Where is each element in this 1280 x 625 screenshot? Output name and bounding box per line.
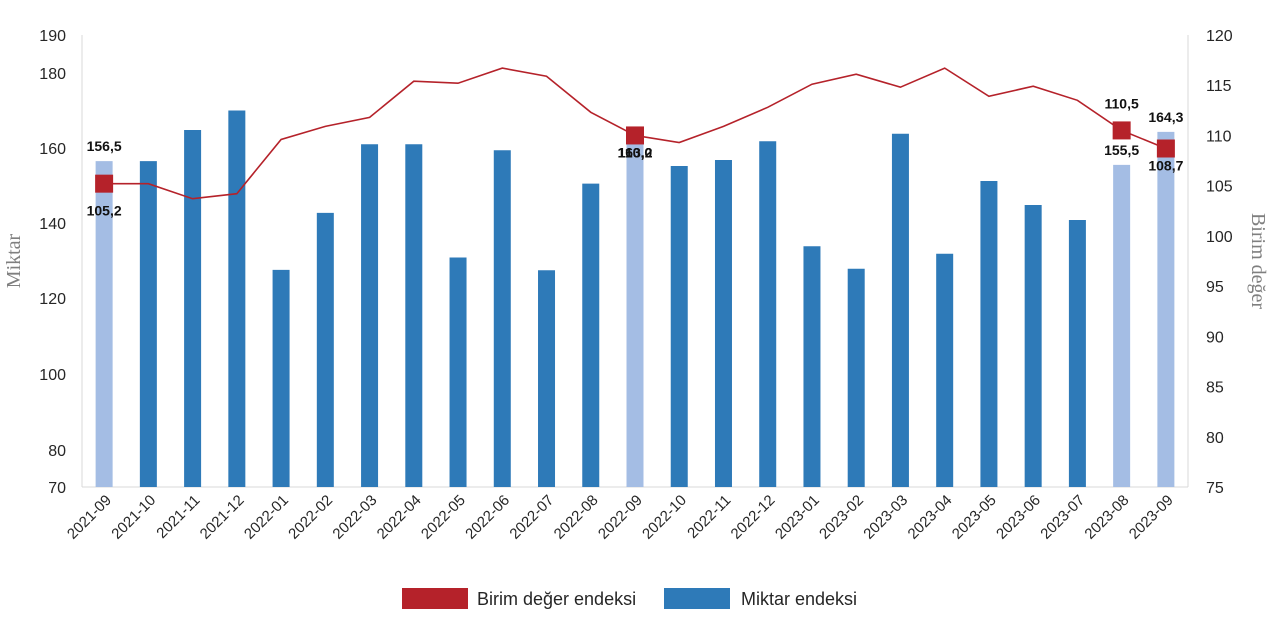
y2-tick-label: 85 xyxy=(1206,380,1224,397)
y2-tick-label: 120 xyxy=(1206,28,1233,45)
bar-2022-01 xyxy=(272,269,290,487)
x-tick-label: 2022-04 xyxy=(374,492,425,543)
x-tick-label: 2023-08 xyxy=(1081,492,1132,543)
x-tick-label: 2023-03 xyxy=(860,492,911,543)
x-tick-label: 2023-06 xyxy=(993,492,1044,543)
x-tick-label: 2023-07 xyxy=(1037,492,1088,543)
x-tick-label: 2022-07 xyxy=(506,492,557,543)
bar-2022-05 xyxy=(449,257,467,487)
x-tick-label: 2023-09 xyxy=(1126,492,1177,543)
y-tick-label: 120 xyxy=(39,291,66,308)
x-tick-label: 2021-11 xyxy=(153,492,203,542)
x-tick-label: 2023-02 xyxy=(816,492,867,543)
line-label-2023-08: 110,5 xyxy=(1105,95,1139,111)
line-marker-2021-09 xyxy=(95,174,114,193)
x-tick-label: 2022-05 xyxy=(418,492,469,543)
y-axis-title: Miktar xyxy=(3,233,25,288)
bar-2022-03 xyxy=(361,144,379,487)
bar-2022-11 xyxy=(714,160,732,487)
y2-tick-label: 80 xyxy=(1206,430,1224,447)
x-tick-label: 2022-10 xyxy=(639,492,690,543)
bar-label-2021-09: 156,5 xyxy=(87,138,122,154)
legend-swatch-birim-deger xyxy=(402,588,468,609)
y2-tick-label: 115 xyxy=(1206,78,1232,95)
bar-2021-12 xyxy=(228,110,246,487)
bar-2021-09 xyxy=(95,161,113,487)
bar-2023-09 xyxy=(1157,131,1175,487)
data-labels: 156,5 163,2 155,5 164,3 105,2 110,0 110,5 108,7 xyxy=(87,95,1184,218)
y2-tick-label: 100 xyxy=(1206,229,1233,246)
left-axis-ticks: 70 80 100 120 140 160 180 190 xyxy=(39,28,66,497)
bar-2022-08 xyxy=(582,183,600,487)
y-tick-label: 190 xyxy=(39,28,66,45)
x-tick-label: 2021-10 xyxy=(108,492,159,543)
line-marker-2023-09 xyxy=(1156,139,1175,158)
bar-2022-02 xyxy=(316,212,334,487)
bar-label-2023-08: 155,5 xyxy=(1104,142,1139,158)
bar-2022-07 xyxy=(538,270,556,487)
line-label-2022-09: 110,0 xyxy=(618,144,652,160)
y-tick-label: 160 xyxy=(39,141,66,158)
y2-tick-label: 110 xyxy=(1206,128,1232,145)
bar-2022-06 xyxy=(493,150,511,487)
bar-label-2022-09: 163,2 xyxy=(617,144,652,160)
y-tick-label: 140 xyxy=(39,216,66,233)
x-tick-label: 2022-12 xyxy=(728,492,779,543)
bar-2023-01 xyxy=(803,246,821,487)
bar-series xyxy=(95,110,1175,487)
x-tick-label: 2021-12 xyxy=(197,492,248,543)
bar-2023-05 xyxy=(980,181,998,487)
line-marker-2023-08 xyxy=(1112,121,1131,140)
x-axis-ticks: 2021-092021-102021-112021-122022-012022-… xyxy=(64,492,1177,543)
x-tick-label: 2022-11 xyxy=(684,492,734,542)
y-tick-label: 100 xyxy=(39,367,66,384)
bar-2023-04 xyxy=(936,253,954,487)
line-label-2023-09: 108,7 xyxy=(1148,158,1183,174)
y2-tick-label: 75 xyxy=(1206,480,1224,497)
legend-swatch-miktar xyxy=(664,588,730,609)
bar-2021-11 xyxy=(184,130,202,487)
bar-2022-10 xyxy=(670,166,688,487)
bar-2022-09 xyxy=(626,136,644,487)
line-label-2021-09: 105,2 xyxy=(87,203,122,219)
bar-2023-08 xyxy=(1113,164,1131,487)
x-tick-label: 2022-03 xyxy=(329,492,380,543)
legend-label-miktar: Miktar endeksi xyxy=(741,589,857,609)
x-tick-label: 2022-06 xyxy=(462,492,513,543)
y2-tick-label: 95 xyxy=(1206,279,1224,296)
bar-2023-07 xyxy=(1068,220,1086,487)
bar-2023-02 xyxy=(847,268,865,487)
bar-2021-10 xyxy=(139,161,157,487)
y2-axis-title: Birim değer xyxy=(1247,213,1269,309)
x-tick-label: 2021-09 xyxy=(64,492,115,543)
x-tick-label: 2022-02 xyxy=(285,492,336,543)
line-markers xyxy=(95,121,1175,193)
x-tick-label: 2023-05 xyxy=(949,492,1000,543)
x-tick-label: 2022-08 xyxy=(551,492,602,543)
x-tick-label: 2023-04 xyxy=(905,492,956,543)
legend: Birim değer endeksi Miktar endeksi xyxy=(402,588,857,609)
y-tick-label: 80 xyxy=(48,443,66,460)
bar-2022-04 xyxy=(405,144,423,487)
x-tick-label: 2022-01 xyxy=(241,492,292,543)
y2-tick-label: 90 xyxy=(1206,329,1224,346)
x-tick-label: 2022-09 xyxy=(595,492,646,543)
bar-2023-03 xyxy=(891,133,909,487)
bar-label-2023-09: 164,3 xyxy=(1148,109,1183,125)
bar-2022-12 xyxy=(759,141,777,487)
legend-label-birim-deger: Birim değer endeksi xyxy=(477,589,636,609)
line-marker-2022-09 xyxy=(626,126,644,145)
bar-2023-06 xyxy=(1024,205,1042,487)
y-tick-label: 180 xyxy=(39,66,66,83)
right-axis-ticks: 75 80 85 90 95 100 105 110 115 120 xyxy=(1206,28,1233,497)
y-tick-label: 70 xyxy=(48,480,66,497)
y2-tick-label: 105 xyxy=(1206,179,1233,196)
x-tick-label: 2023-01 xyxy=(772,492,823,543)
